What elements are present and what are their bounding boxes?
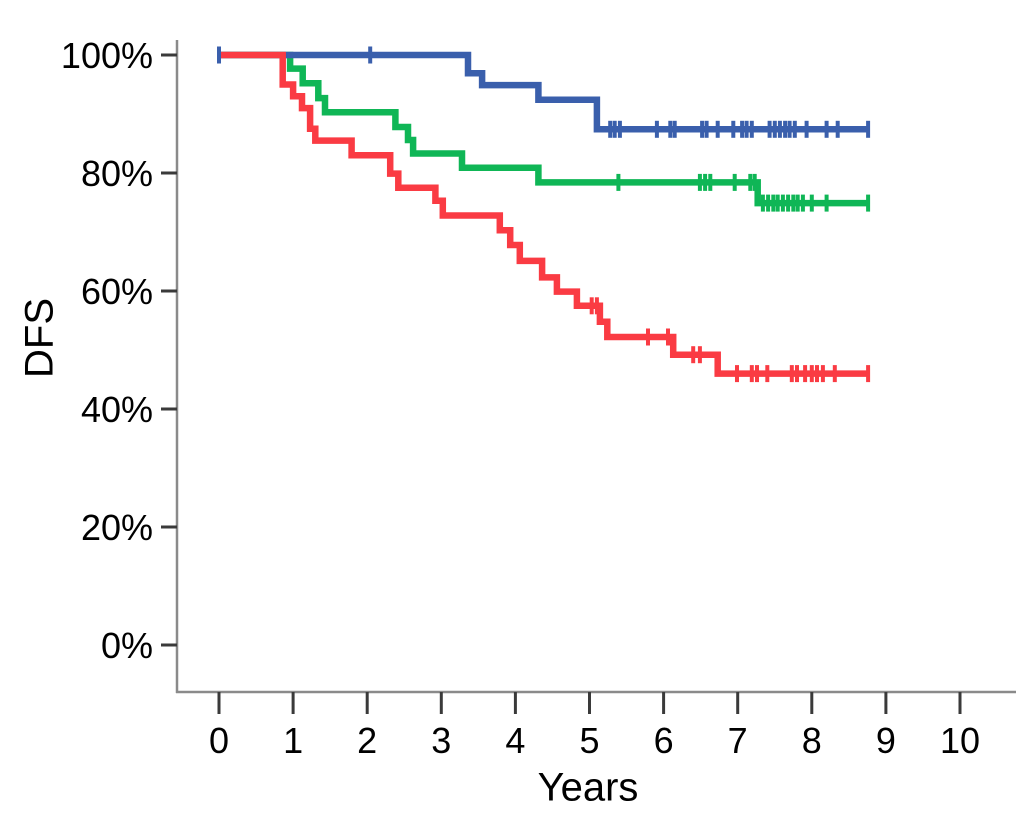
y-axis-title: DFS bbox=[17, 298, 62, 378]
y-tick-label: 0% bbox=[101, 625, 153, 666]
x-tick-label: 3 bbox=[431, 720, 451, 761]
x-tick-label: 6 bbox=[654, 720, 674, 761]
x-tick-label: 10 bbox=[940, 720, 980, 761]
x-tick-label: 0 bbox=[209, 720, 229, 761]
x-axis-title: Years bbox=[537, 765, 639, 810]
x-tick-label: 5 bbox=[579, 720, 599, 761]
km-curve-red bbox=[219, 51, 869, 377]
y-tick-label: 20% bbox=[81, 507, 153, 548]
x-tick-label: 2 bbox=[357, 720, 377, 761]
x-tick-label: 1 bbox=[283, 720, 303, 761]
y-tick-label: 80% bbox=[81, 153, 153, 194]
x-tick-label: 4 bbox=[505, 720, 525, 761]
km-curve-blue bbox=[219, 51, 869, 133]
censor-marks-blue bbox=[217, 46, 871, 138]
x-tick-label: 7 bbox=[728, 720, 748, 761]
x-tick-label: 8 bbox=[802, 720, 822, 761]
x-tick-label: 9 bbox=[876, 720, 896, 761]
censor-marks-red bbox=[589, 297, 871, 383]
y-tick-label: 100% bbox=[61, 35, 153, 76]
y-tick-label: 40% bbox=[81, 389, 153, 430]
km-curve-green bbox=[219, 51, 869, 207]
censor-marks-green bbox=[616, 173, 871, 212]
y-tick-label: 60% bbox=[81, 271, 153, 312]
